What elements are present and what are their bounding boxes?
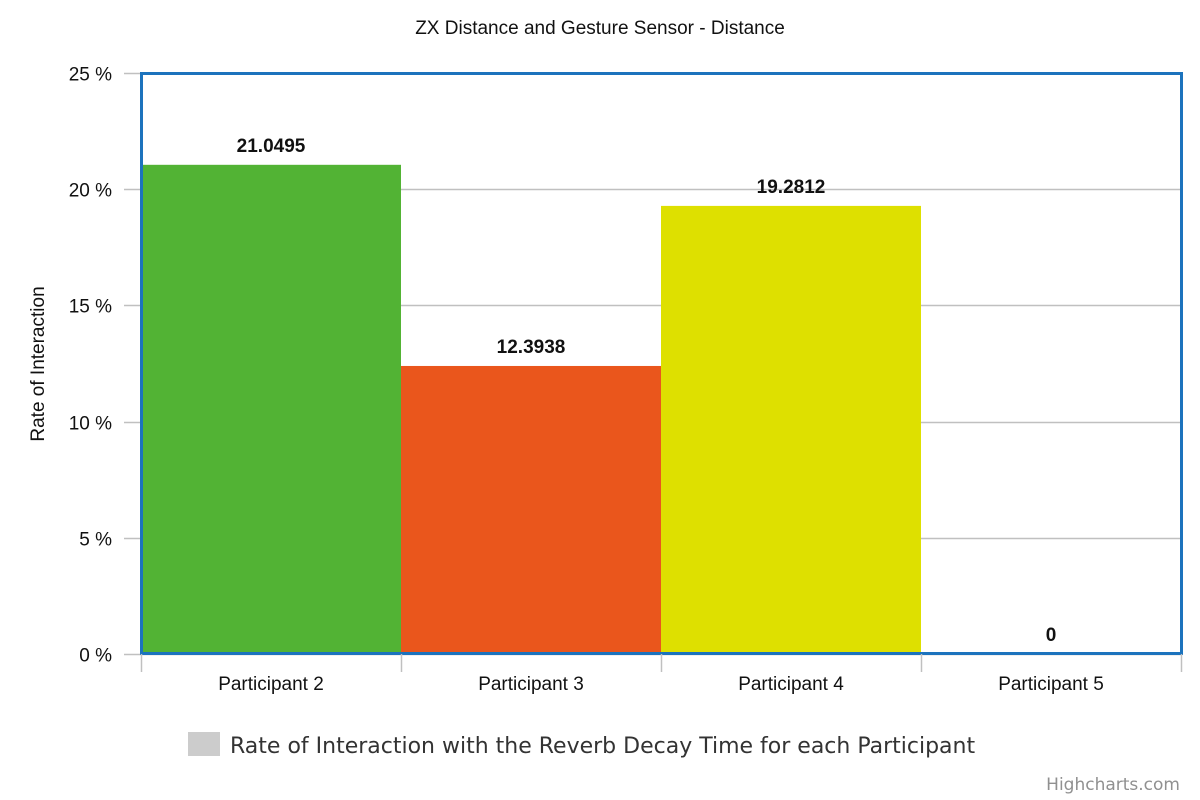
bar[interactable] xyxy=(401,365,661,654)
bar[interactable] xyxy=(661,205,921,654)
x-tick-label: Participant 3 xyxy=(478,674,584,695)
legend-label: Rate of Interaction with the Reverb Deca… xyxy=(230,734,975,759)
y-tick-label: 20 % xyxy=(69,181,112,202)
plot-border xyxy=(140,72,1183,655)
x-tick-label: Participant 4 xyxy=(738,674,844,695)
legend-swatch xyxy=(188,732,220,756)
axes: 0 % 5 % 10 % 15 % 20 % 25 % Participant 2 Parti… xyxy=(69,65,1183,695)
y-axis-title: Rate of Interaction xyxy=(28,286,49,441)
bar-data-label: 0 xyxy=(1046,625,1057,646)
x-tick-label: Participant 2 xyxy=(218,674,324,695)
bar-data-label: 19.2812 xyxy=(757,177,826,198)
bar-data-label: 12.3938 xyxy=(497,337,566,358)
bar[interactable] xyxy=(141,164,401,654)
y-tick-label: 5 % xyxy=(79,530,112,551)
credits-link[interactable]: Highcharts.com xyxy=(1046,775,1180,795)
legend[interactable]: Rate of Interaction with the Reverb Deca… xyxy=(188,732,975,759)
bars xyxy=(141,164,921,654)
data-labels: 21.0495 12.3938 19.2812 0 xyxy=(237,136,1057,646)
y-tick-label: 15 % xyxy=(69,297,112,318)
y-tick-label: 25 % xyxy=(69,65,112,86)
y-tick-label: 10 % xyxy=(69,414,112,435)
chart-title: ZX Distance and Gesture Sensor - Distanc… xyxy=(415,18,785,39)
x-tick-label: Participant 5 xyxy=(998,674,1104,695)
y-tick-label: 0 % xyxy=(79,646,112,667)
bar-data-label: 21.0495 xyxy=(237,136,306,157)
